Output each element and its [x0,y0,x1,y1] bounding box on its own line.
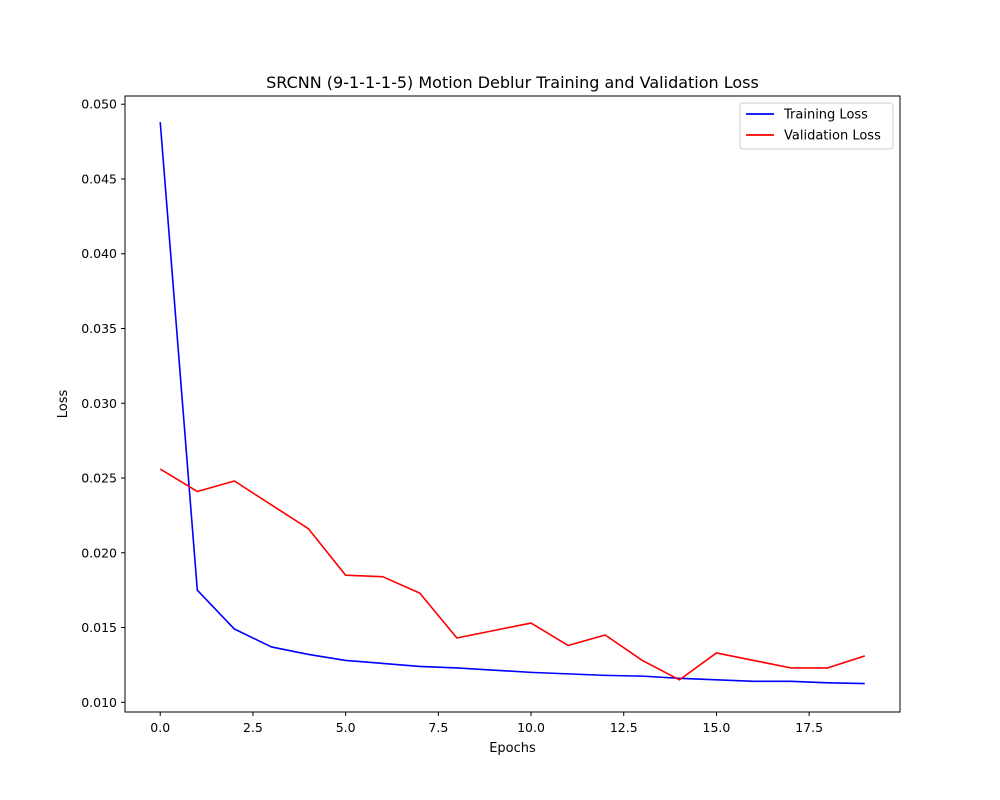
y-tick-label: 0.010 [81,695,117,710]
y-tick-label: 0.040 [81,246,117,261]
y-tick-label: 0.050 [81,97,117,112]
x-tick-label: 12.5 [610,720,638,735]
plot-frame [124,95,901,713]
y-tick-label: 0.045 [81,171,117,186]
y-tick-label: 0.035 [81,321,117,336]
legend-label: Training Loss [783,108,868,123]
y-axis: 0.010 0.015 0.020 0.025 0.030 0.035 0.040 0.045… [81,97,125,710]
x-axis-label: Epochs [489,741,536,756]
chart-title: SRCNN (9-1-1-1-5) Motion Deblur Training… [266,73,759,92]
legend: Training Loss Validation Loss [739,102,894,150]
y-axis-label: Loss [56,390,71,419]
legend-label: Validation Loss [784,129,881,144]
plot-area [159,122,866,685]
x-tick-label: 0.0 [150,720,170,735]
x-axis: 0.0 2.5 5.0 7.5 10.0 12.5 15.0 17.5 [150,712,823,735]
x-tick-label: 10.0 [517,720,545,735]
y-tick-label: 0.030 [81,396,117,411]
y-tick-label: 0.015 [81,620,117,635]
series-line-validation-loss [159,468,866,681]
legend-box [739,102,894,150]
y-tick-label: 0.020 [81,545,117,560]
x-tick-label: 2.5 [243,720,263,735]
x-tick-label: 5.0 [336,720,356,735]
x-tick-label: 7.5 [428,720,448,735]
x-tick-label: 15.0 [703,720,731,735]
x-tick-label: 17.5 [795,720,823,735]
series-line-training-loss [159,122,865,685]
y-tick-label: 0.025 [81,471,117,486]
